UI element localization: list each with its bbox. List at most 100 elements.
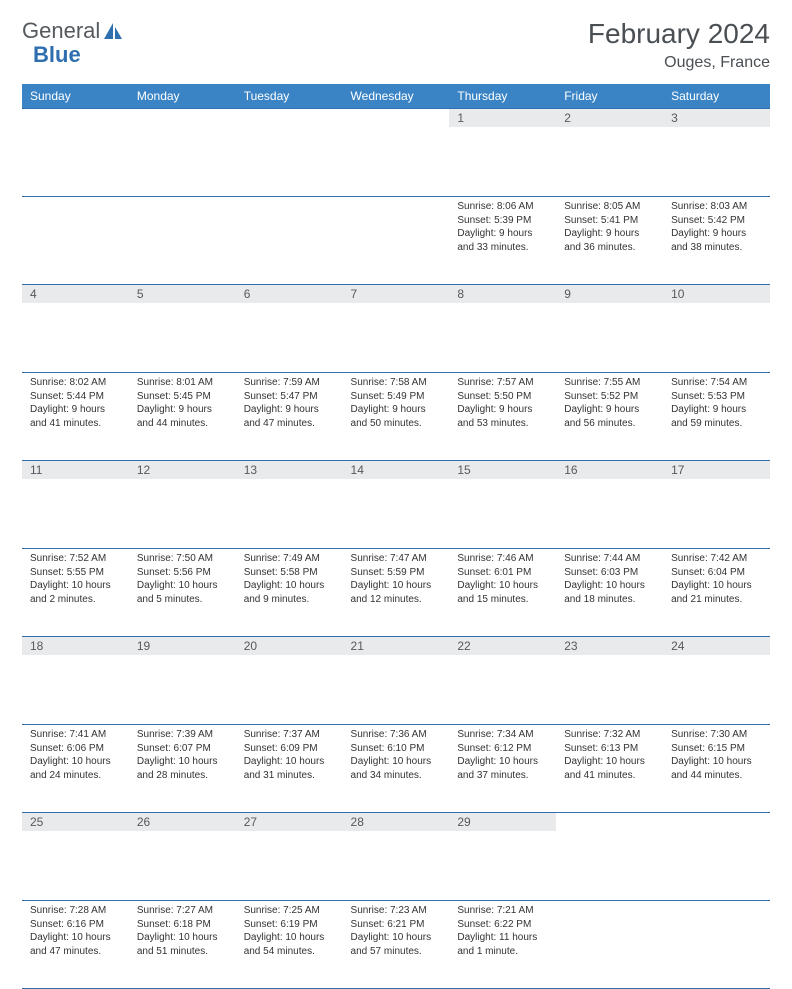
day-body-cell: Sunrise: 7:25 AMSunset: 6:19 PMDaylight:…: [236, 901, 343, 989]
day-number: [129, 109, 236, 127]
day-number: [343, 109, 450, 127]
weekday-header-row: Sunday Monday Tuesday Wednesday Thursday…: [22, 84, 770, 109]
day-number-cell: 19: [129, 637, 236, 725]
day-number-cell: 11: [22, 461, 129, 549]
day-number-cell: 8: [449, 285, 556, 373]
day-body-cell: Sunrise: 7:36 AMSunset: 6:10 PMDaylight:…: [343, 725, 450, 813]
day-number-cell: 15: [449, 461, 556, 549]
day-body-cell: Sunrise: 7:49 AMSunset: 5:58 PMDaylight:…: [236, 549, 343, 637]
day-number: 9: [556, 285, 663, 303]
day-details: Sunrise: 8:01 AMSunset: 5:45 PMDaylight:…: [129, 373, 236, 436]
day-body-cell: Sunrise: 7:30 AMSunset: 6:15 PMDaylight:…: [663, 725, 770, 813]
day-body-cell: Sunrise: 7:44 AMSunset: 6:03 PMDaylight:…: [556, 549, 663, 637]
day-details: Sunrise: 7:39 AMSunset: 6:07 PMDaylight:…: [129, 725, 236, 788]
title-block: February 2024 Ouges, France: [588, 18, 770, 72]
day-details: Sunrise: 7:42 AMSunset: 6:04 PMDaylight:…: [663, 549, 770, 612]
day-body-cell: Sunrise: 7:39 AMSunset: 6:07 PMDaylight:…: [129, 725, 236, 813]
day-number-cell: [236, 109, 343, 197]
day-number-cell: 24: [663, 637, 770, 725]
day-body-cell: [343, 197, 450, 285]
day-number-cell: 23: [556, 637, 663, 725]
day-body-cell: Sunrise: 8:02 AMSunset: 5:44 PMDaylight:…: [22, 373, 129, 461]
day-number: 5: [129, 285, 236, 303]
day-details: Sunrise: 7:28 AMSunset: 6:16 PMDaylight:…: [22, 901, 129, 964]
day-number-cell: 2: [556, 109, 663, 197]
day-number-cell: 10: [663, 285, 770, 373]
day-details: Sunrise: 7:30 AMSunset: 6:15 PMDaylight:…: [663, 725, 770, 788]
day-details: Sunrise: 7:37 AMSunset: 6:09 PMDaylight:…: [236, 725, 343, 788]
day-body-cell: Sunrise: 7:41 AMSunset: 6:06 PMDaylight:…: [22, 725, 129, 813]
day-number: [663, 813, 770, 831]
day-details: Sunrise: 8:05 AMSunset: 5:41 PMDaylight:…: [556, 197, 663, 260]
day-number: 13: [236, 461, 343, 479]
day-number-cell: 1: [449, 109, 556, 197]
day-number-cell: [663, 813, 770, 901]
day-number-cell: [343, 109, 450, 197]
day-number-cell: 5: [129, 285, 236, 373]
day-body-cell: [22, 197, 129, 285]
day-number: 2: [556, 109, 663, 127]
week-daynum-row: 18192021222324: [22, 637, 770, 725]
day-details: Sunrise: 7:58 AMSunset: 5:49 PMDaylight:…: [343, 373, 450, 436]
day-number-cell: [556, 813, 663, 901]
day-number-cell: 26: [129, 813, 236, 901]
day-body-cell: Sunrise: 7:55 AMSunset: 5:52 PMDaylight:…: [556, 373, 663, 461]
day-details: Sunrise: 7:52 AMSunset: 5:55 PMDaylight:…: [22, 549, 129, 612]
logo: General: [22, 18, 126, 44]
day-number-cell: 9: [556, 285, 663, 373]
day-details: Sunrise: 7:34 AMSunset: 6:12 PMDaylight:…: [449, 725, 556, 788]
day-body-cell: Sunrise: 8:05 AMSunset: 5:41 PMDaylight:…: [556, 197, 663, 285]
day-body-cell: [236, 197, 343, 285]
day-details: Sunrise: 7:49 AMSunset: 5:58 PMDaylight:…: [236, 549, 343, 612]
weekday-header: Sunday: [22, 84, 129, 109]
day-number: [22, 109, 129, 127]
weekday-header: Tuesday: [236, 84, 343, 109]
day-details: Sunrise: 8:02 AMSunset: 5:44 PMDaylight:…: [22, 373, 129, 436]
day-body-cell: Sunrise: 7:54 AMSunset: 5:53 PMDaylight:…: [663, 373, 770, 461]
week-body-row: Sunrise: 8:02 AMSunset: 5:44 PMDaylight:…: [22, 373, 770, 461]
day-body-cell: Sunrise: 8:06 AMSunset: 5:39 PMDaylight:…: [449, 197, 556, 285]
day-body-cell: Sunrise: 7:42 AMSunset: 6:04 PMDaylight:…: [663, 549, 770, 637]
day-details: Sunrise: 8:03 AMSunset: 5:42 PMDaylight:…: [663, 197, 770, 260]
day-details: Sunrise: 7:44 AMSunset: 6:03 PMDaylight:…: [556, 549, 663, 612]
day-number: 1: [449, 109, 556, 127]
day-body-cell: Sunrise: 7:58 AMSunset: 5:49 PMDaylight:…: [343, 373, 450, 461]
day-number-cell: 7: [343, 285, 450, 373]
day-number: 23: [556, 637, 663, 655]
day-number-cell: 14: [343, 461, 450, 549]
day-body-cell: Sunrise: 7:27 AMSunset: 6:18 PMDaylight:…: [129, 901, 236, 989]
day-details: Sunrise: 7:57 AMSunset: 5:50 PMDaylight:…: [449, 373, 556, 436]
day-details: Sunrise: 7:36 AMSunset: 6:10 PMDaylight:…: [343, 725, 450, 788]
day-number-cell: 25: [22, 813, 129, 901]
day-body-cell: Sunrise: 7:46 AMSunset: 6:01 PMDaylight:…: [449, 549, 556, 637]
day-details: Sunrise: 7:25 AMSunset: 6:19 PMDaylight:…: [236, 901, 343, 964]
day-body-cell: Sunrise: 7:37 AMSunset: 6:09 PMDaylight:…: [236, 725, 343, 813]
day-details: Sunrise: 7:46 AMSunset: 6:01 PMDaylight:…: [449, 549, 556, 612]
logo-text-blue: Blue: [33, 42, 81, 68]
day-number-cell: 18: [22, 637, 129, 725]
day-details: Sunrise: 7:23 AMSunset: 6:21 PMDaylight:…: [343, 901, 450, 964]
day-number: 16: [556, 461, 663, 479]
logo-sail-icon: [102, 21, 124, 41]
day-body-cell: Sunrise: 7:59 AMSunset: 5:47 PMDaylight:…: [236, 373, 343, 461]
day-body-cell: Sunrise: 7:32 AMSunset: 6:13 PMDaylight:…: [556, 725, 663, 813]
day-number-cell: 28: [343, 813, 450, 901]
day-details: Sunrise: 7:47 AMSunset: 5:59 PMDaylight:…: [343, 549, 450, 612]
day-number: 3: [663, 109, 770, 127]
day-body-cell: [663, 901, 770, 989]
day-number: [236, 109, 343, 127]
day-number-cell: 27: [236, 813, 343, 901]
week-body-row: Sunrise: 8:06 AMSunset: 5:39 PMDaylight:…: [22, 197, 770, 285]
day-number-cell: 12: [129, 461, 236, 549]
day-number-cell: 6: [236, 285, 343, 373]
day-number: [556, 813, 663, 831]
calendar-table: Sunday Monday Tuesday Wednesday Thursday…: [22, 84, 770, 989]
day-details: Sunrise: 8:06 AMSunset: 5:39 PMDaylight:…: [449, 197, 556, 260]
day-number: 6: [236, 285, 343, 303]
day-number: 10: [663, 285, 770, 303]
day-number: 8: [449, 285, 556, 303]
weekday-header: Thursday: [449, 84, 556, 109]
day-number-cell: 21: [343, 637, 450, 725]
day-details: Sunrise: 7:21 AMSunset: 6:22 PMDaylight:…: [449, 901, 556, 964]
day-body-cell: Sunrise: 7:52 AMSunset: 5:55 PMDaylight:…: [22, 549, 129, 637]
